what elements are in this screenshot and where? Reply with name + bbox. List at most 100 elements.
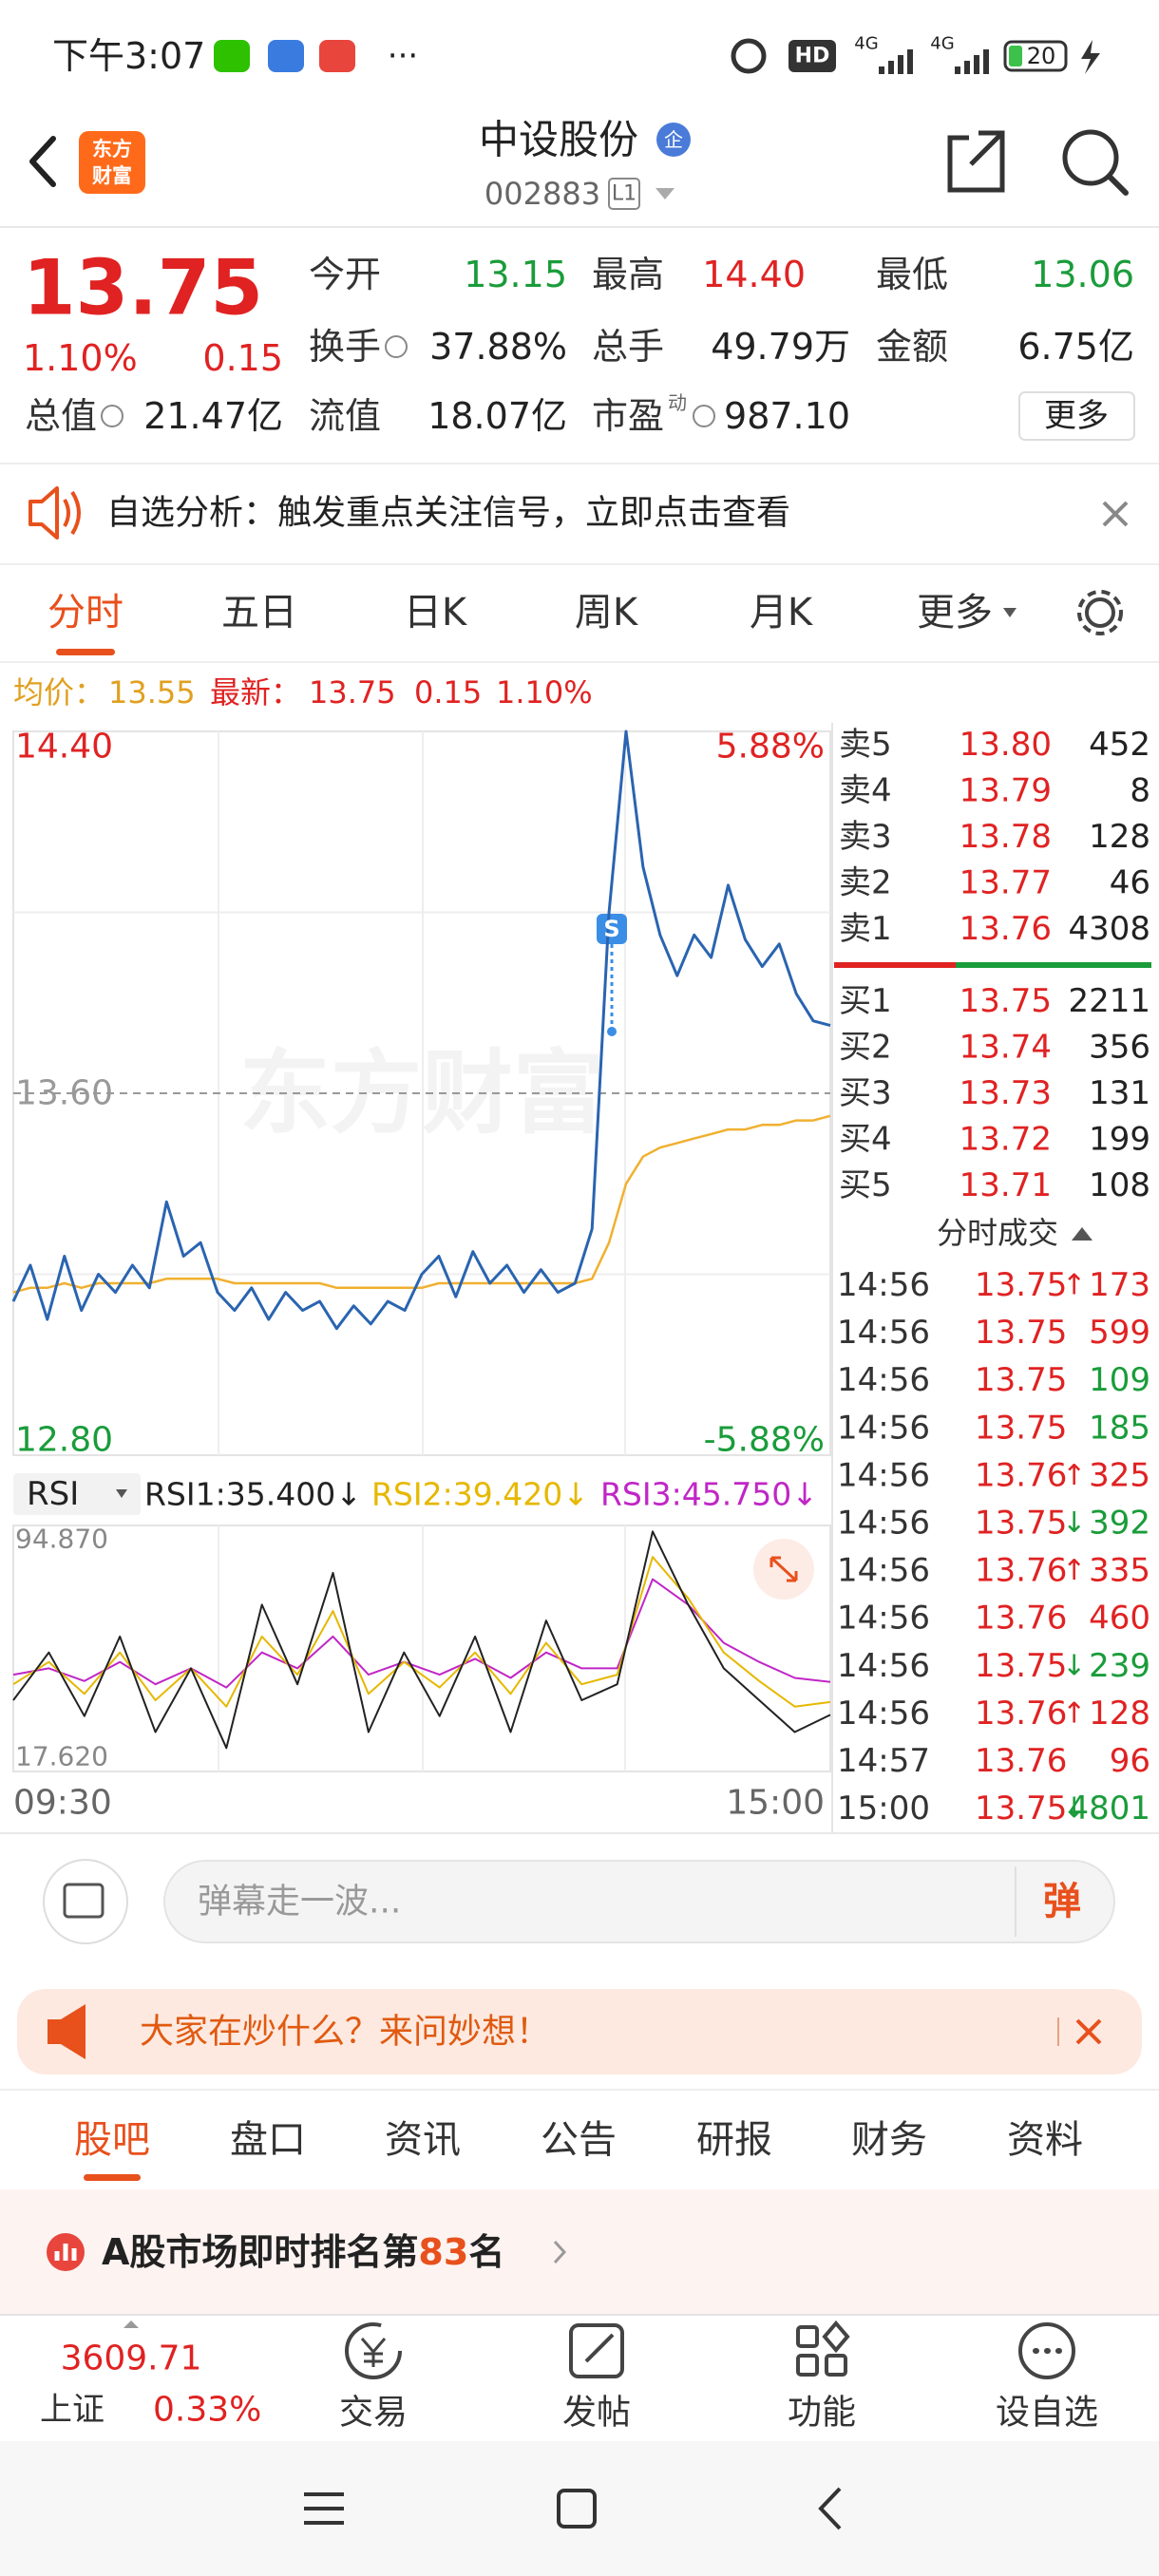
more-label[interactable]: 更多 <box>1044 397 1109 435</box>
settings-icon[interactable] <box>1085 597 1115 628</box>
chart-tab[interactable]: 分时 <box>48 591 124 635</box>
section-tab[interactable]: 财务 <box>851 2118 927 2162</box>
chart-tab[interactable]: 日K <box>404 591 468 635</box>
danmaku-settings[interactable] <box>43 1859 128 1944</box>
trade-arrow: ↑ <box>1062 1554 1086 1587</box>
logo-text: 东方 <box>92 138 132 161</box>
search-icon[interactable] <box>1107 174 1129 196</box>
charging-icon <box>1081 40 1100 74</box>
back-icon[interactable] <box>29 136 56 187</box>
field-label: 换手 <box>309 326 381 368</box>
bid-price: 13.74 <box>960 1029 1052 1067</box>
trades-title[interactable]: 分时成交 <box>937 1215 1058 1251</box>
ask-label: 卖4 <box>839 772 892 810</box>
trade-icon[interactable] <box>345 2322 402 2379</box>
ranking-text[interactable]: A股市场即时排名第83名 <box>102 2231 504 2273</box>
trade-icon[interactable] <box>360 2338 387 2367</box>
chevron-icon[interactable] <box>553 2240 567 2264</box>
y-tick-label: 94.870 <box>15 1524 108 1555</box>
chart-tab[interactable]: 更多 <box>917 591 993 635</box>
chart-tab[interactable]: 周K <box>575 591 639 635</box>
ask-price: 13.77 <box>960 864 1052 902</box>
nav-menu[interactable] <box>304 2492 344 2525</box>
section-tab[interactable]: 盘口 <box>230 2118 306 2162</box>
signal-marker[interactable] <box>597 914 627 944</box>
close-icon[interactable] <box>1075 2018 1102 2045</box>
trade-volume: 460 <box>1089 1600 1150 1638</box>
trade-price: 13.75 <box>975 1409 1067 1447</box>
last-value: 13.75 <box>309 674 396 710</box>
post-icon[interactable] <box>584 2333 615 2363</box>
info-icon[interactable] <box>385 335 408 358</box>
dropdown-icon[interactable] <box>1003 608 1016 617</box>
app-icon <box>319 40 355 72</box>
chart-tab[interactable]: 五日 <box>221 591 297 635</box>
trade-price: 13.76 <box>975 1600 1067 1638</box>
status-hd: HD <box>795 45 830 68</box>
post-icon[interactable] <box>569 2323 624 2378</box>
index-value[interactable]: 3609.71 <box>61 2339 202 2378</box>
danmaku-button[interactable]: 弹 <box>1043 1880 1081 1923</box>
section-tab[interactable]: 资讯 <box>385 2118 461 2162</box>
dropdown-icon[interactable] <box>656 188 674 199</box>
field-label: 金额 <box>876 326 948 368</box>
trade-price: 13.75 <box>975 1647 1067 1685</box>
trade-price: 13.76 <box>975 1552 1067 1590</box>
section-tab[interactable]: 资料 <box>1007 2118 1083 2162</box>
nav-back[interactable] <box>818 2487 842 2530</box>
function-icon[interactable] <box>822 2320 850 2354</box>
index-name[interactable]: 上证 <box>40 2391 104 2429</box>
ask-volume: 128 <box>1089 818 1150 856</box>
battery-level <box>1009 46 1022 66</box>
danmaku-icon <box>63 1883 104 1919</box>
share-icon[interactable] <box>947 130 1005 193</box>
ai-banner[interactable] <box>17 1989 1142 2074</box>
danmaku-input[interactable] <box>163 1860 1115 1943</box>
field-label: 今开 <box>309 254 381 295</box>
bottom-button[interactable]: 交易 <box>339 2394 408 2433</box>
avg-value: 13.55 <box>108 674 196 710</box>
section-tab[interactable]: 股吧 <box>74 2118 150 2162</box>
ask-price: 13.79 <box>960 772 1052 810</box>
search-icon[interactable] <box>1062 129 1119 186</box>
dropdown-icon[interactable] <box>116 1489 127 1498</box>
indicator-selector[interactable] <box>13 1473 141 1515</box>
wechat-icon <box>214 40 250 72</box>
collapse-icon[interactable] <box>1072 1227 1092 1241</box>
expand-icon[interactable] <box>770 1556 798 1582</box>
bid-price: 13.71 <box>960 1166 1052 1204</box>
indicator-name[interactable]: RSI <box>27 1475 79 1513</box>
trade-volume: 325 <box>1089 1456 1150 1494</box>
trade-volume: 173 <box>1089 1266 1150 1304</box>
watchlist-icon[interactable] <box>1018 2322 1075 2379</box>
bottom-button[interactable]: 发帖 <box>562 2394 631 2433</box>
nav-home[interactable] <box>557 2489 597 2529</box>
trade-arrow: ↑ <box>1062 1269 1086 1302</box>
field-label: 最低 <box>876 254 948 295</box>
bottom-button[interactable]: 设自选 <box>996 2394 1098 2433</box>
chart-tab[interactable]: 月K <box>750 591 814 635</box>
danmaku-placeholder[interactable]: 弹幕走一波... <box>198 1883 401 1922</box>
change-amount: 0.15 <box>202 337 283 379</box>
signal-label[interactable]: S <box>603 916 619 942</box>
more-button[interactable] <box>1018 391 1135 441</box>
banner-text[interactable]: 大家在炒什么？来问妙想！ <box>140 2013 550 2052</box>
function-icon[interactable] <box>796 2325 819 2348</box>
close-icon[interactable] <box>1102 501 1129 527</box>
trade-time: 14:56 <box>837 1409 930 1447</box>
battery-icon <box>1003 40 1068 72</box>
trade-price: 13.75 <box>975 1361 1067 1399</box>
info-icon[interactable] <box>693 405 715 427</box>
section-tab[interactable]: 研报 <box>696 2118 772 2162</box>
section-tab[interactable]: 公告 <box>541 2118 617 2162</box>
function-icon[interactable] <box>825 2354 847 2377</box>
alert-text[interactable]: 自选分析：触发重点关注信号，立即点击查看 <box>106 494 790 533</box>
trade-time: 14:56 <box>837 1361 930 1399</box>
bottom-button[interactable]: 功能 <box>788 2394 856 2433</box>
info-icon[interactable] <box>101 405 124 427</box>
index-percent[interactable]: 0.33% <box>153 2391 261 2430</box>
expand-icon[interactable] <box>124 2320 139 2328</box>
settings-icon[interactable] <box>1077 590 1123 635</box>
function-icon[interactable] <box>796 2354 819 2377</box>
